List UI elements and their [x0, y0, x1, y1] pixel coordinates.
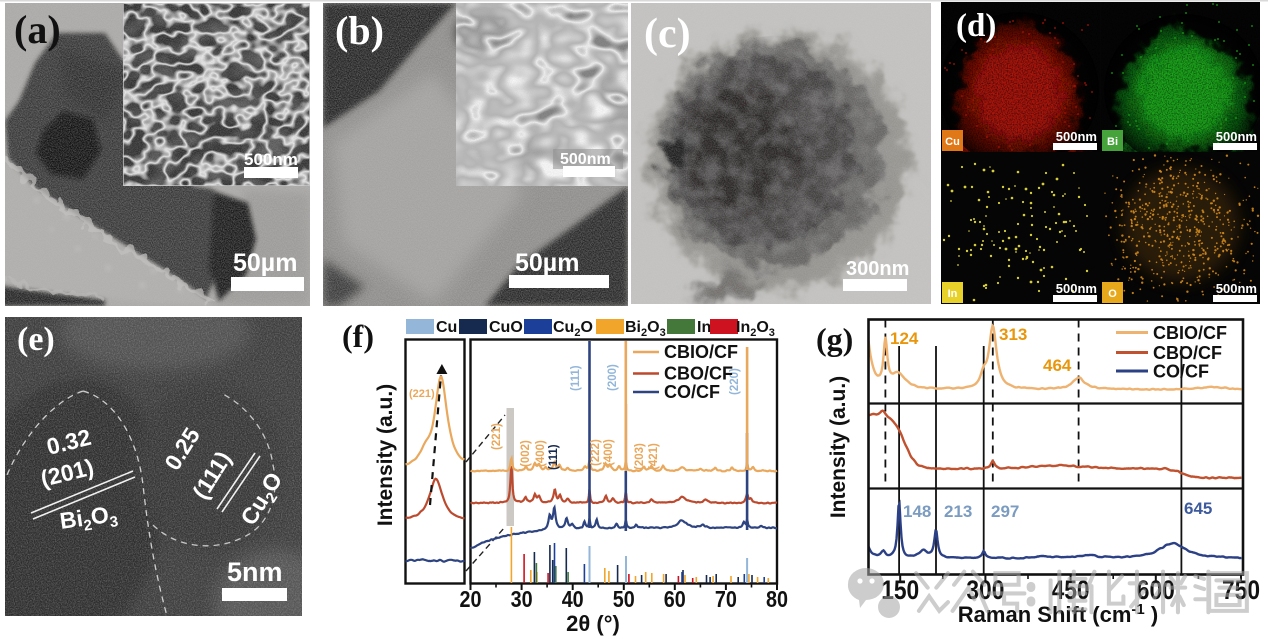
svg-text:CuO: CuO — [489, 319, 523, 336]
svg-text:In: In — [948, 288, 958, 300]
svg-text:(c): (c) — [644, 11, 691, 57]
svg-text:(222): (222) — [590, 439, 602, 466]
svg-text:Bi: Bi — [1107, 136, 1118, 148]
svg-text:(a): (a) — [14, 7, 61, 52]
svg-text:(400): (400) — [535, 440, 547, 467]
svg-text:Intensity (a.u.): Intensity (a.u.) — [374, 384, 397, 526]
svg-text:(111): (111) — [548, 444, 560, 470]
svg-text:Cu: Cu — [436, 319, 457, 336]
svg-text:(002): (002) — [520, 440, 532, 467]
svg-text:60: 60 — [664, 586, 686, 612]
svg-text:5nm: 5nm — [227, 557, 283, 587]
svg-text:(203): (203) — [634, 443, 646, 470]
svg-text:300nm: 300nm — [846, 258, 909, 280]
svg-text:(421): (421) — [648, 443, 660, 470]
svg-text:(400): (400) — [603, 439, 615, 466]
svg-text:CO/CF: CO/CF — [664, 382, 720, 402]
svg-text:148: 148 — [903, 502, 931, 521]
svg-text:(e): (e) — [17, 321, 55, 358]
svg-text:500nm: 500nm — [244, 150, 298, 169]
svg-text:O: O — [1108, 288, 1117, 300]
svg-text:Bi2​O3​: Bi2​O3​ — [625, 319, 666, 339]
svg-text:297: 297 — [991, 502, 1019, 521]
svg-text:500nm: 500nm — [1056, 129, 1097, 144]
svg-text:50µm: 50µm — [515, 249, 579, 277]
svg-text:464: 464 — [1043, 356, 1072, 375]
svg-text:In2​O3​: In2​O3​ — [736, 319, 775, 339]
svg-text:(f): (f) — [342, 318, 374, 354]
svg-text:70: 70 — [715, 586, 737, 612]
svg-text:124: 124 — [890, 329, 919, 348]
svg-text:40: 40 — [562, 586, 584, 612]
svg-text:213: 213 — [944, 502, 972, 521]
svg-text:(221): (221) — [409, 388, 435, 400]
svg-text:CO/CF: CO/CF — [1153, 362, 1209, 382]
svg-text:Cu2​O: Cu2​O — [553, 319, 593, 339]
svg-text:50: 50 — [613, 586, 635, 612]
svg-text:CBO/CF: CBO/CF — [1153, 343, 1222, 363]
svg-text:2θ (°): 2θ (°) — [566, 611, 620, 636]
svg-text:(g): (g) — [816, 321, 853, 357]
svg-text:(221): (221) — [491, 423, 503, 450]
svg-text:30: 30 — [511, 586, 533, 612]
svg-text:CBO/CF: CBO/CF — [664, 364, 733, 384]
svg-text:(200): (200) — [607, 364, 619, 391]
svg-text:500nm: 500nm — [1216, 129, 1257, 144]
svg-text:500nm: 500nm — [1216, 281, 1257, 296]
svg-text:CBIO/CF: CBIO/CF — [1153, 323, 1227, 343]
svg-text:500nm: 500nm — [560, 151, 611, 168]
svg-text:Intensity (a.u.): Intensity (a.u.) — [827, 376, 850, 518]
svg-text:313: 313 — [999, 325, 1027, 344]
svg-text:Cu: Cu — [945, 136, 960, 148]
svg-text:80: 80 — [766, 586, 788, 612]
svg-text:50µm: 50µm — [233, 249, 297, 277]
svg-text:(220): (220) — [729, 368, 741, 395]
svg-text:CBIO/CF: CBIO/CF — [664, 342, 738, 362]
svg-text:(b): (b) — [335, 8, 384, 53]
svg-text:500nm: 500nm — [1056, 281, 1097, 296]
svg-text:(d): (d) — [956, 8, 996, 44]
svg-text:20: 20 — [460, 586, 482, 612]
svg-text:(111): (111) — [570, 365, 582, 391]
svg-text:300: 300 — [966, 575, 1004, 605]
svg-text:In: In — [697, 319, 711, 336]
svg-text:645: 645 — [1184, 499, 1212, 518]
